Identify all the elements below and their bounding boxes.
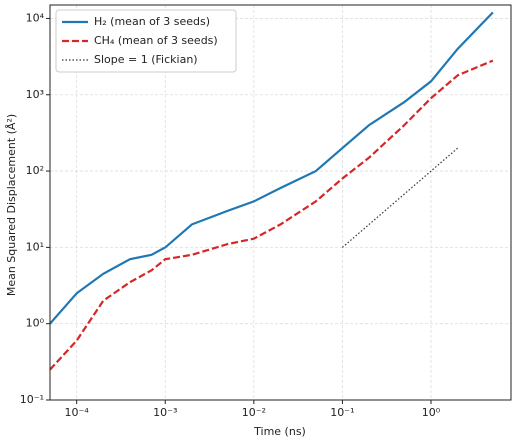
plot-frame bbox=[49, 4, 512, 401]
y-tick-label: 10⁻¹ bbox=[20, 393, 44, 406]
y-tick-label: 10² bbox=[26, 164, 44, 177]
y-tick-label: 10⁰ bbox=[26, 317, 45, 330]
x-tick-label: 10⁰ bbox=[422, 406, 441, 419]
y-tick-label: 10⁴ bbox=[26, 11, 45, 24]
legend-label: Slope = 1 (Fickian) bbox=[94, 53, 198, 66]
x-axis-title: Time (ns) bbox=[253, 425, 306, 438]
y-axis-title: Mean Squared Displacement (Å²) bbox=[5, 114, 18, 296]
x-tick-label: 10⁻² bbox=[242, 406, 266, 419]
legend-label: CH₄ (mean of 3 seeds) bbox=[94, 34, 218, 47]
series-line bbox=[342, 147, 459, 248]
x-tick-label: 10⁻⁴ bbox=[65, 406, 90, 419]
series-line bbox=[50, 59, 494, 371]
series-line bbox=[50, 11, 494, 325]
legend-box bbox=[55, 9, 237, 73]
y-tick-label: 10¹ bbox=[26, 240, 44, 253]
x-tick-label: 10⁻¹ bbox=[330, 406, 354, 419]
x-tick-label: 10⁻³ bbox=[153, 406, 177, 419]
y-tick-label: 10³ bbox=[26, 88, 44, 101]
legend-label: H₂ (mean of 3 seeds) bbox=[94, 15, 210, 28]
